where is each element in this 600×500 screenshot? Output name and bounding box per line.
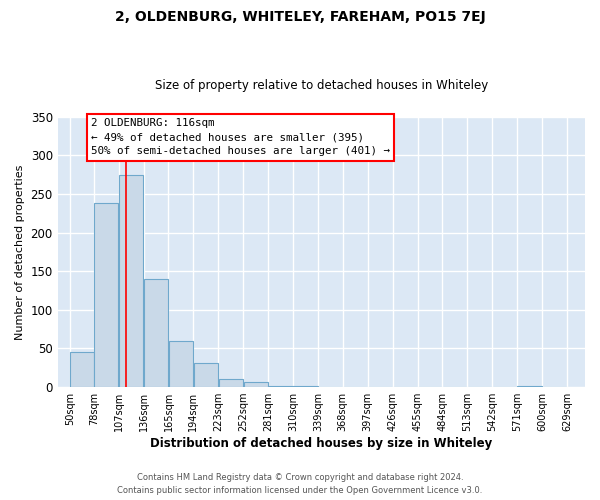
Bar [194,363,218,387]
Bar [70,352,94,387]
Bar [94,204,118,387]
Bar [293,386,317,387]
Text: Contains HM Land Registry data © Crown copyright and database right 2024.
Contai: Contains HM Land Registry data © Crown c… [118,474,482,495]
Title: Size of property relative to detached houses in Whiteley: Size of property relative to detached ho… [155,79,488,92]
Bar [268,386,293,387]
Bar [244,382,268,387]
Bar [169,340,193,387]
Bar [119,174,143,387]
Text: 2, OLDENBURG, WHITELEY, FAREHAM, PO15 7EJ: 2, OLDENBURG, WHITELEY, FAREHAM, PO15 7E… [115,10,485,24]
Bar [144,279,168,387]
Text: 2 OLDENBURG: 116sqm
← 49% of detached houses are smaller (395)
50% of semi-detac: 2 OLDENBURG: 116sqm ← 49% of detached ho… [91,118,390,156]
Bar [517,386,542,387]
Y-axis label: Number of detached properties: Number of detached properties [15,164,25,340]
X-axis label: Distribution of detached houses by size in Whiteley: Distribution of detached houses by size … [150,437,493,450]
Bar [218,380,243,387]
